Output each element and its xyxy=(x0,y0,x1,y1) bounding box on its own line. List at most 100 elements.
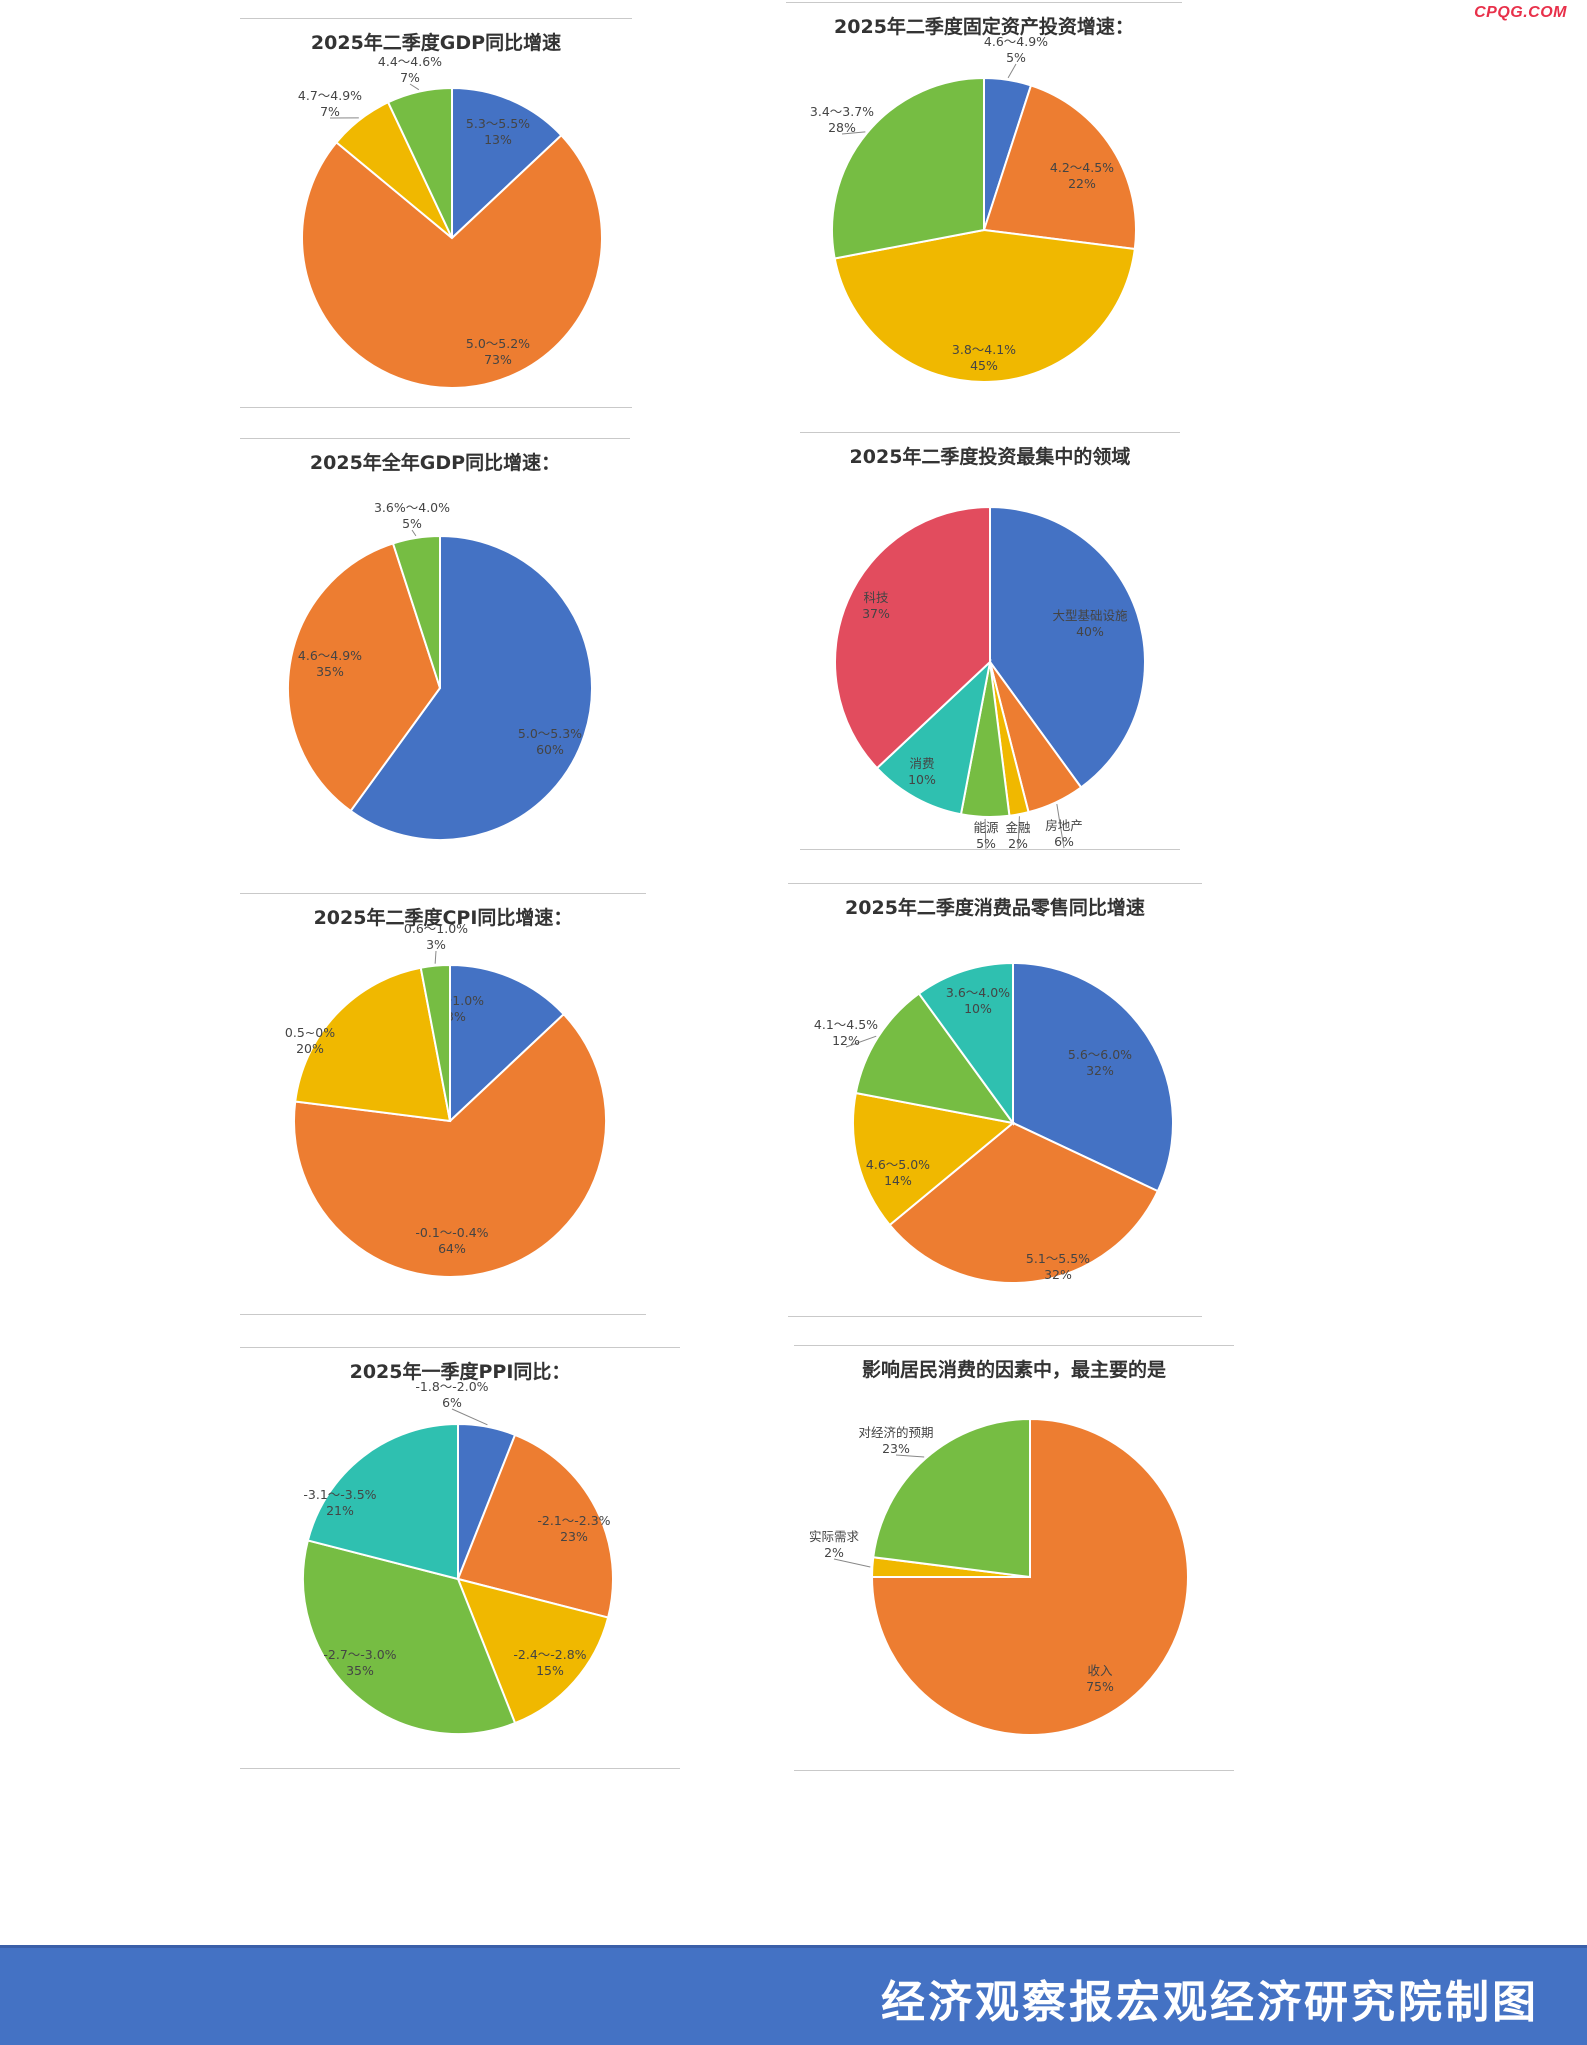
slice-label: 4.6～4.9% xyxy=(984,34,1048,49)
pie-slice xyxy=(872,1417,1031,1579)
pie-slice xyxy=(833,228,1136,383)
chart-panel-invest-areas: 2025年二季度投资最集中的领域 大型基础设施 40% 房地产 6% 金融 2% 能源 5% 消… xyxy=(800,432,1180,851)
chart-panel-consumption-factors: 影响居民消费的因素中，最主要的是 收入 75% 实际需求 2% 对经济的预期 23% xyxy=(794,1345,1234,1771)
slice-label: 4.6～4.9% xyxy=(298,648,362,663)
panel-divider xyxy=(240,1314,646,1315)
slice-label: 3.6%～4.0% xyxy=(374,500,450,515)
slice-label: 5.6～6.0% xyxy=(1068,1047,1132,1062)
slice-label: 5.0～5.3% xyxy=(518,726,582,741)
footer-banner: 经济观察报宏观经济研究院制图 xyxy=(0,1945,1587,2045)
panel-divider xyxy=(788,1316,1202,1317)
label-leader-line xyxy=(895,1454,925,1458)
slice-label: 5.1～5.5% xyxy=(1026,1251,1090,1266)
slice-label: 科技 xyxy=(863,590,889,605)
slice-label: 消费 xyxy=(909,756,934,771)
chart-panel-fai-q2: 2025年二季度固定资产投资增速： 4.6～4.9% 5% 4.2～4.5% 22% 3… xyxy=(786,2,1182,392)
slice-percent-label: 60% xyxy=(536,742,564,757)
chart-panel-gdp-year: 2025年全年GDP同比增速： 5.0～5.3% 60% 4.6～4.9% 35% 3.… xyxy=(240,438,630,858)
slice-percent-label: 22% xyxy=(1068,176,1096,191)
label-leader-line xyxy=(845,1035,877,1048)
slice-label: -1.8～-2.0% xyxy=(415,1379,488,1394)
watermark: CPQG.COM xyxy=(1474,4,1567,21)
slice-percent-label: 2% xyxy=(1008,836,1028,851)
pie-slice xyxy=(456,1433,614,1619)
panel-divider xyxy=(800,849,1180,850)
slice-label: 4.4～4.6% xyxy=(378,54,442,69)
slice-percent-label: 73% xyxy=(484,352,512,367)
pie-slice xyxy=(982,84,1137,251)
slice-percent-label: 64% xyxy=(438,1241,466,1256)
label-leader-line xyxy=(411,529,417,537)
slice-percent-label: 23% xyxy=(560,1529,588,1544)
slice-label: 5.3～5.5% xyxy=(466,116,530,131)
pie-slice xyxy=(451,86,563,241)
pie-slice xyxy=(449,963,566,1124)
slice-label: 实际需求 xyxy=(809,1529,860,1544)
pie-slice xyxy=(349,534,593,841)
chart-title: 2025年二季度投资最集中的领域 xyxy=(849,446,1131,468)
slice-percent-label: 6% xyxy=(442,1395,462,1410)
slice-percent-label: 7% xyxy=(320,104,340,119)
pie-slice xyxy=(854,992,1016,1125)
chart-title: 2025年二季度消费品零售同比增速 xyxy=(845,897,1145,919)
label-leader-line xyxy=(833,1558,871,1568)
chart-title: 2025年二季度CPI同比增速： xyxy=(313,907,573,929)
pie-slice xyxy=(831,76,985,260)
slice-percent-label: 10% xyxy=(908,772,936,787)
slice-percent-label: 3% xyxy=(426,937,446,952)
slice-label: 4.6～5.0% xyxy=(866,1157,930,1172)
slice-label: 4.2～4.5% xyxy=(1050,160,1114,175)
slice-percent-label: 2% xyxy=(824,1545,844,1560)
label-leader-line xyxy=(1017,816,1020,851)
panel-divider xyxy=(240,18,632,19)
slice-label: -3.1～-3.5% xyxy=(303,1487,376,1502)
panel-divider xyxy=(240,893,646,894)
footer-credit: 经济观察报宏观经济研究院制图 xyxy=(881,1977,1539,2028)
label-leader-line xyxy=(1007,63,1017,79)
label-leader-line xyxy=(841,131,866,135)
pie-slice xyxy=(391,534,441,689)
slice-label: -2.4～-2.8% xyxy=(513,1647,586,1662)
slice-percent-label: 13% xyxy=(484,132,512,147)
pie-chart-gdp-year: 5.0～5.3%60% 4.6～4.9%35% 3.6%～4.0%5% xyxy=(287,500,593,841)
slice-label: 3.6～4.0% xyxy=(946,985,1010,1000)
slice-percent-label: 10% xyxy=(964,1001,992,1016)
pie-slice xyxy=(456,1577,610,1725)
slice-label: 收入 xyxy=(1087,1663,1113,1678)
chart-title: 2025年二季度GDP同比增速 xyxy=(310,32,562,54)
slice-label: 对经济的预期 xyxy=(858,1425,933,1440)
panel-divider xyxy=(240,407,632,408)
pie-slice xyxy=(287,542,442,813)
slice-percent-label: 5% xyxy=(976,836,996,851)
pie-chart-retail-q2: 5.6～6.0%32%5.1～5.5%32%4.6～5.0%14%4.1～4.5… xyxy=(814,961,1174,1284)
chart-title: 2025年一季度PPI同比： xyxy=(349,1361,571,1383)
label-leader-line xyxy=(984,818,987,851)
slice-percent-label: 15% xyxy=(536,1663,564,1678)
panel-divider xyxy=(240,1347,680,1348)
slice-label: 房地产 xyxy=(1045,818,1083,833)
pie-chart-fai-q2: 4.6～4.9%5% 4.2～4.5%22% 3.8～4.1%45% 3.4～3.7%… xyxy=(810,34,1137,383)
slice-label: 4.1～4.5% xyxy=(814,1017,878,1032)
pie-slice xyxy=(875,659,992,816)
slice-percent-label: 23% xyxy=(882,1441,910,1456)
pie-chart-cpi-q2: 0.5～1.0%13%-0.1～-0.4%64%0.5~0%20%0.6～1.0… xyxy=(285,921,607,1278)
pie-slice xyxy=(294,966,452,1123)
pie-chart-gdp-q2: 5.3～5.5%13%5.0～5.2%73%4.7～4.9%7%4.4～4.6%… xyxy=(298,54,603,389)
pie-slice xyxy=(301,133,603,389)
slice-percent-label: 75% xyxy=(1086,1679,1114,1694)
pie-slice xyxy=(419,963,451,1122)
pie-slice xyxy=(888,1121,1160,1284)
pie-slice xyxy=(852,1091,1016,1227)
chart-panel-retail-q2: 2025年二季度消费品零售同比增速 5.6～6.0% 32% 5.1～5.5% 32%… xyxy=(788,883,1202,1317)
chart-title: 2025年全年GDP同比增速： xyxy=(309,452,561,474)
slice-percent-label: 21% xyxy=(326,1503,354,1518)
panel-divider xyxy=(788,883,1202,884)
slice-percent-label: 32% xyxy=(1044,1267,1072,1282)
chart-panel-gdp-q2: 2025年二季度GDP同比增速 5.3～5.5% 13% 5.0～5.2% 73% 4.… xyxy=(240,18,632,408)
slice-label: 大型基础设施 xyxy=(1052,608,1128,623)
pie-chart-ppi-q1: -1.8～-2.0%6% -2.1～-2.3%23% -2.4～-2.8%15% -2… xyxy=(302,1379,614,1735)
slice-percent-label: 14% xyxy=(884,1173,912,1188)
label-leader-line xyxy=(1056,803,1065,849)
